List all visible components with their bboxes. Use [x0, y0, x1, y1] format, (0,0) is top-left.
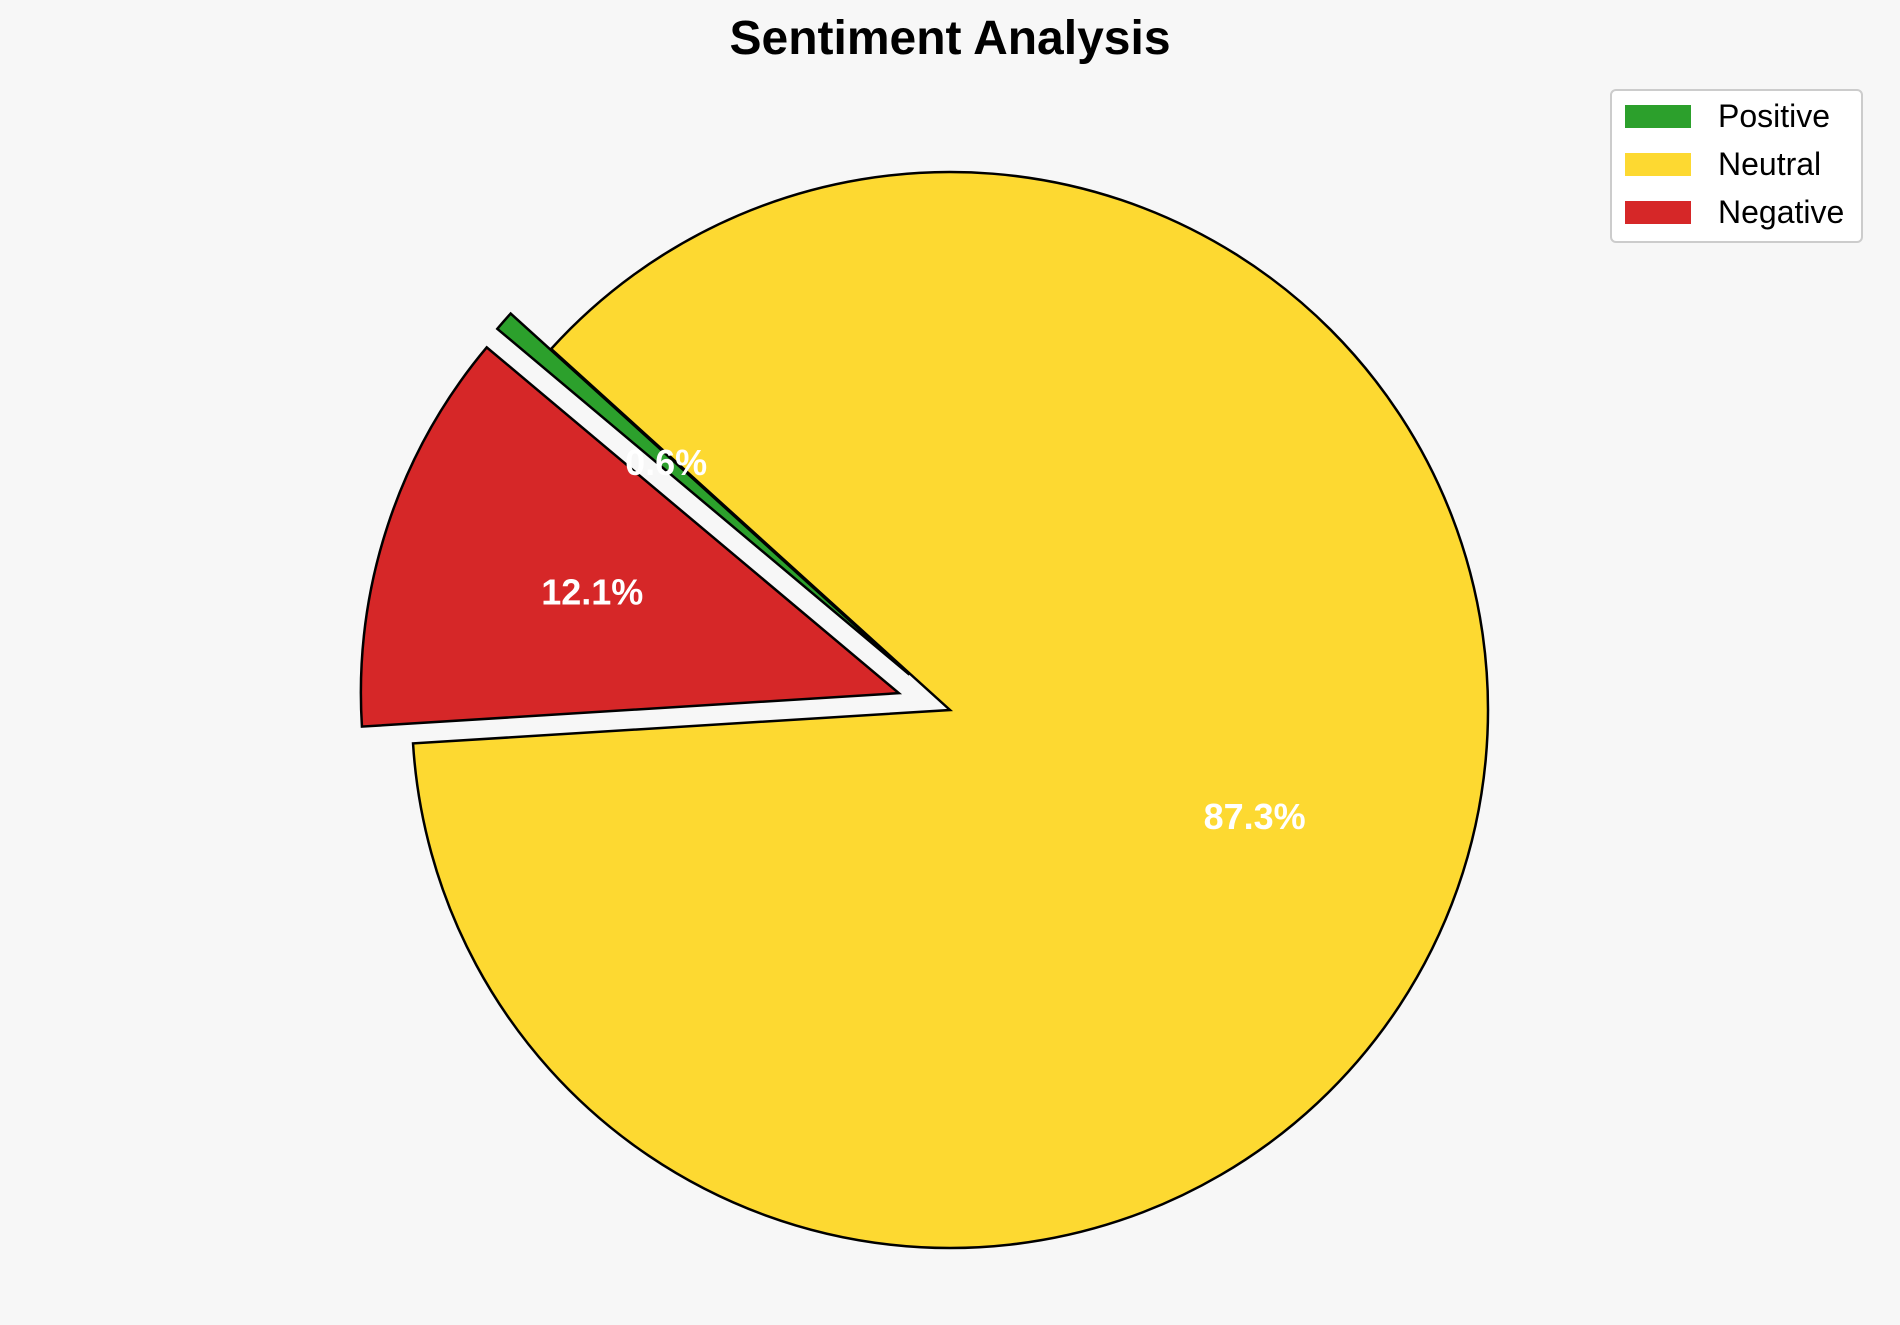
pie-slice-neutral [411, 170, 1490, 1250]
legend-swatch-neutral [1625, 153, 1691, 176]
pie-slice-negative [359, 345, 903, 728]
pie-slice-labels: 0.6% 87.3% 12.1% [541, 442, 1305, 837]
legend-swatch-negative [1625, 201, 1691, 224]
slice-label-positive: 0.6% [625, 442, 707, 483]
chart-title: Sentiment Analysis [729, 12, 1170, 65]
legend-label-neutral: Neutral [1718, 146, 1821, 182]
legend-label-positive: Positive [1718, 98, 1830, 134]
legend: Positive Neutral Negative [1610, 89, 1863, 243]
legend-label-negative: Negative [1718, 194, 1844, 230]
pie-slices [359, 170, 1490, 1250]
pie-slice-positive [495, 311, 911, 676]
legend-swatch-positive [1625, 105, 1691, 128]
legend-entries: Positive Neutral Negative [1625, 98, 1844, 230]
slice-label-neutral: 87.3% [1204, 796, 1306, 837]
slice-label-negative: 12.1% [541, 572, 643, 613]
